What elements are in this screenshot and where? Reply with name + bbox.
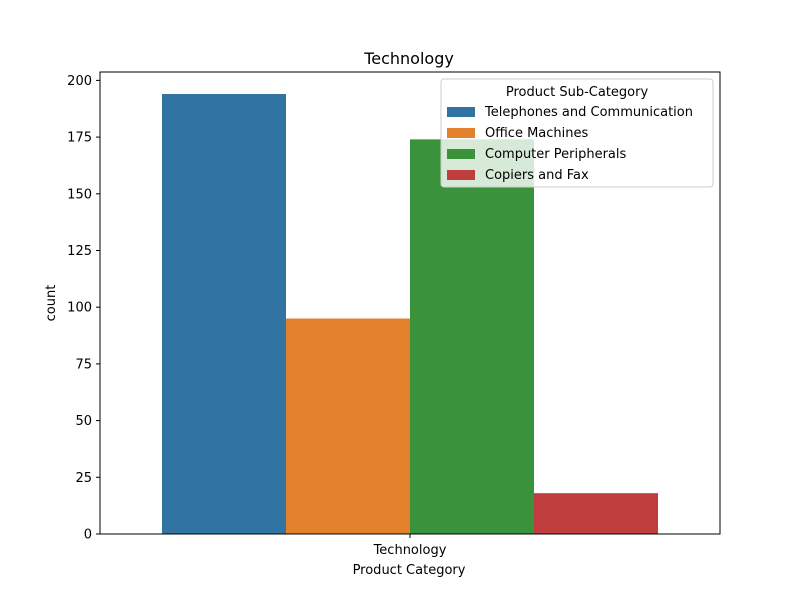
legend-swatch (447, 107, 475, 117)
y-tick-label: 75 (75, 357, 92, 372)
x-axis-label: Product Category (353, 563, 466, 578)
x-axis: Technology (373, 534, 447, 558)
y-tick-label: 25 (75, 471, 92, 486)
legend-frame (440, 78, 714, 188)
legend-items: Telephones and Communication Office Machi… (447, 105, 693, 183)
legend-title: Product Sub-Category (506, 85, 649, 100)
y-axis-label: count (44, 285, 59, 322)
legend-label: Telephones and Communication (484, 105, 693, 120)
y-tick-label: 50 (75, 414, 92, 429)
y-tick-label: 100 (67, 301, 92, 316)
bar-telephones-and-communication (162, 94, 286, 534)
y-tick-label: 175 (67, 131, 92, 146)
y-axis: 0 25 50 75 100 125 150 175 200 (67, 74, 100, 543)
x-tick-label: Technology (373, 543, 447, 558)
legend-label: Computer Peripherals (485, 147, 627, 162)
y-tick-label: 150 (67, 187, 92, 202)
y-tick-label: 0 (84, 528, 92, 543)
bar-copiers-and-fax (534, 493, 658, 534)
legend-swatch (447, 170, 475, 180)
legend-swatch (447, 128, 475, 138)
legend-label: Office Machines (485, 126, 588, 141)
bar-computer-peripherals (410, 139, 534, 534)
bar-office-machines (286, 318, 410, 534)
y-tick-label: 125 (67, 244, 92, 259)
legend-swatch (447, 149, 475, 159)
legend-label: Copiers and Fax (485, 168, 589, 183)
chart-title: Technology (363, 49, 454, 68)
bars-group (162, 94, 658, 534)
y-tick-label: 200 (67, 74, 92, 89)
legend: Product Sub-Category Telephones and Comm… (440, 78, 714, 188)
